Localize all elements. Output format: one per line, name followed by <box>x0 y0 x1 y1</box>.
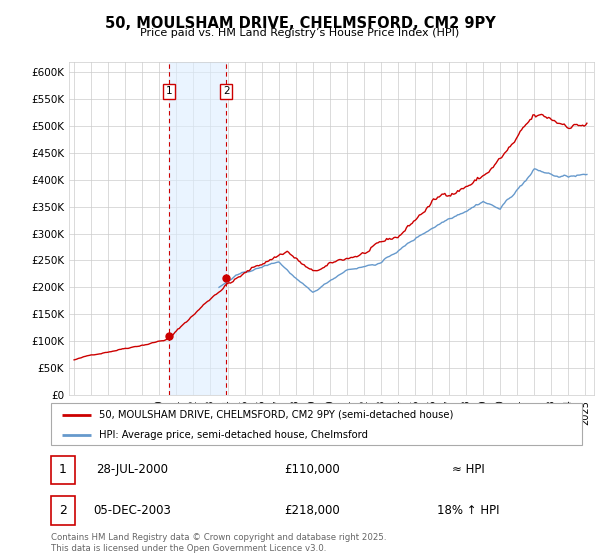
Text: 50, MOULSHAM DRIVE, CHELMSFORD, CM2 9PY: 50, MOULSHAM DRIVE, CHELMSFORD, CM2 9PY <box>104 16 496 31</box>
Text: 28-JUL-2000: 28-JUL-2000 <box>96 463 168 477</box>
Text: ≈ HPI: ≈ HPI <box>452 463 484 477</box>
Text: £110,000: £110,000 <box>284 463 340 477</box>
Text: 50, MOULSHAM DRIVE, CHELMSFORD, CM2 9PY (semi-detached house): 50, MOULSHAM DRIVE, CHELMSFORD, CM2 9PY … <box>99 410 453 420</box>
Text: Price paid vs. HM Land Registry’s House Price Index (HPI): Price paid vs. HM Land Registry’s House … <box>140 28 460 38</box>
Bar <box>169 62 226 395</box>
Text: 1: 1 <box>166 86 172 96</box>
Text: Contains HM Land Registry data © Crown copyright and database right 2025.
This d: Contains HM Land Registry data © Crown c… <box>51 533 386 553</box>
Text: 1: 1 <box>59 463 67 477</box>
Text: 2: 2 <box>59 504 67 517</box>
Text: £218,000: £218,000 <box>284 504 340 517</box>
Text: 05-DEC-2003: 05-DEC-2003 <box>93 504 171 517</box>
Text: 2: 2 <box>223 86 229 96</box>
Text: 18% ↑ HPI: 18% ↑ HPI <box>437 504 499 517</box>
Text: HPI: Average price, semi-detached house, Chelmsford: HPI: Average price, semi-detached house,… <box>99 430 368 440</box>
